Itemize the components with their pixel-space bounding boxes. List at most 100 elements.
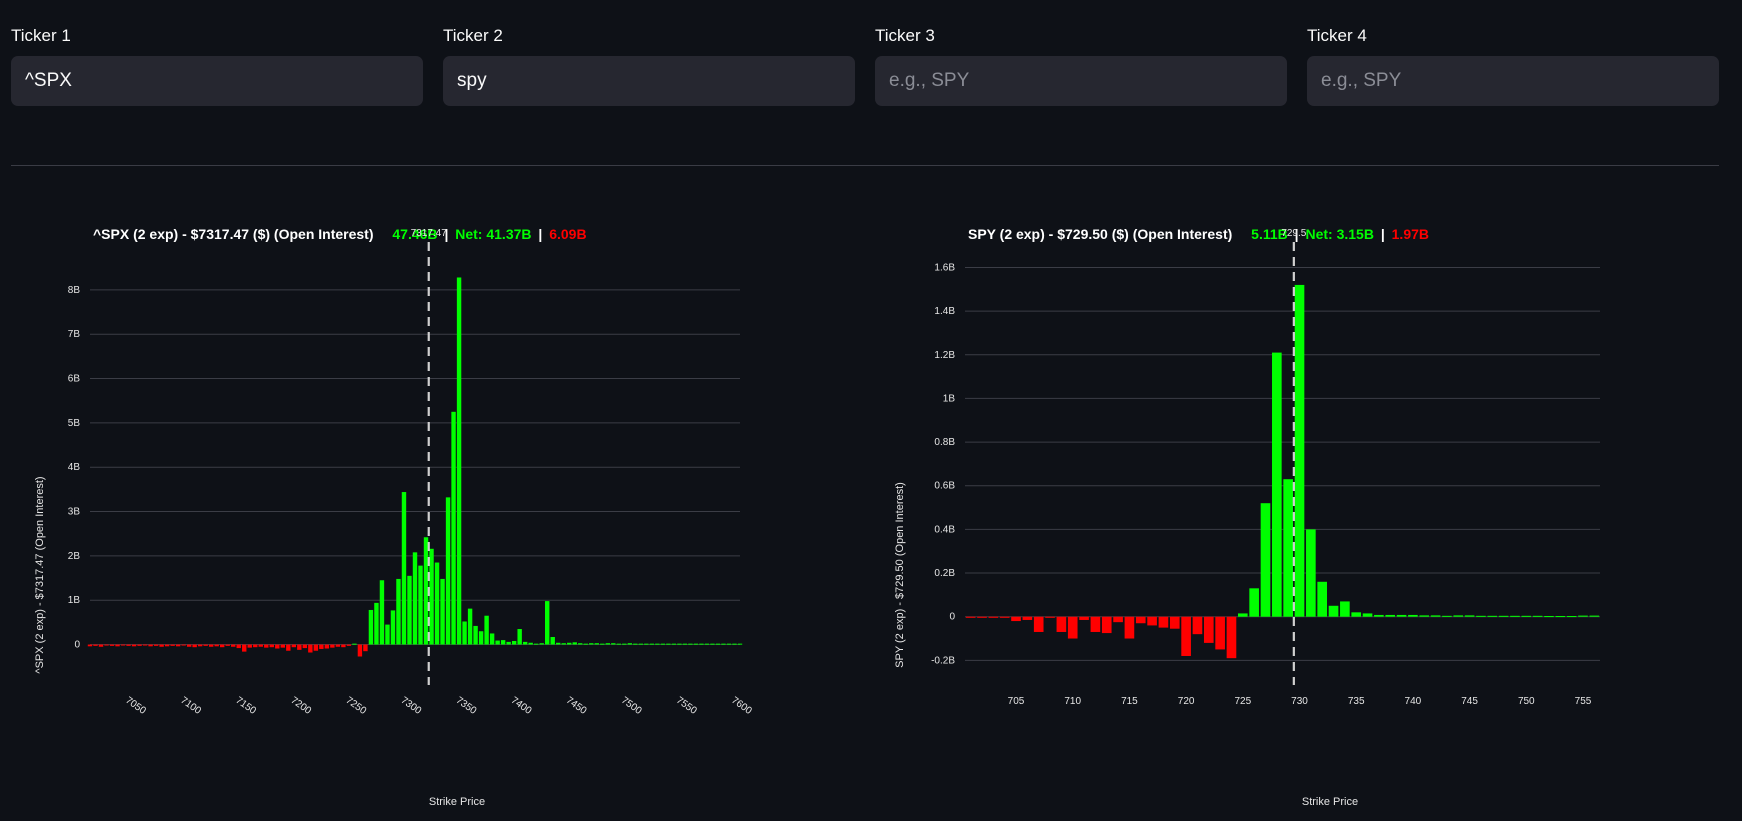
bar[interactable]: [1124, 616, 1135, 639]
bar[interactable]: [286, 644, 291, 651]
bar[interactable]: [988, 616, 999, 618]
bar[interactable]: [368, 609, 374, 645]
bar[interactable]: [1101, 616, 1112, 634]
bar[interactable]: [418, 565, 423, 645]
bar[interactable]: [1578, 615, 1588, 617]
bar[interactable]: [1396, 614, 1407, 617]
bar[interactable]: [1510, 615, 1520, 617]
bar[interactable]: [115, 644, 120, 647]
bar[interactable]: [484, 615, 489, 645]
bar[interactable]: [401, 492, 407, 645]
bar[interactable]: [710, 643, 715, 645]
bar[interactable]: [297, 644, 302, 650]
bar[interactable]: [605, 643, 610, 645]
bar[interactable]: [699, 643, 704, 645]
bar[interactable]: [170, 644, 175, 646]
bar[interactable]: [275, 644, 280, 649]
bar[interactable]: [1476, 615, 1486, 617]
ticker-4-input[interactable]: [1307, 56, 1719, 106]
bar[interactable]: [1033, 616, 1044, 632]
bar[interactable]: [363, 644, 368, 652]
bar[interactable]: [208, 644, 214, 647]
bar[interactable]: [142, 644, 148, 646]
bar[interactable]: [977, 616, 987, 618]
bar[interactable]: [1419, 615, 1430, 617]
bar[interactable]: [280, 644, 285, 648]
bar[interactable]: [561, 643, 566, 645]
bar[interactable]: [264, 644, 269, 648]
bar[interactable]: [1306, 529, 1316, 617]
bar[interactable]: [357, 644, 363, 657]
ticker-2-input[interactable]: [443, 56, 855, 106]
bar[interactable]: [220, 644, 225, 648]
bar[interactable]: [181, 644, 186, 646]
bar[interactable]: [495, 640, 500, 645]
bar[interactable]: [721, 643, 726, 645]
bar[interactable]: [682, 643, 688, 645]
bar[interactable]: [412, 552, 418, 645]
bar[interactable]: [627, 643, 633, 645]
bar[interactable]: [1260, 503, 1271, 617]
bar[interactable]: [346, 644, 352, 646]
bar[interactable]: [352, 643, 357, 645]
bar[interactable]: [600, 643, 605, 645]
bar[interactable]: [324, 644, 330, 649]
bar[interactable]: [1192, 616, 1203, 635]
bar[interactable]: [1135, 616, 1146, 624]
bar[interactable]: [451, 411, 456, 645]
bar[interactable]: [1113, 616, 1123, 623]
bar[interactable]: [500, 640, 506, 645]
bar[interactable]: [1181, 616, 1191, 656]
ticker-3-input[interactable]: [875, 56, 1287, 106]
bar[interactable]: [1430, 615, 1441, 617]
bar[interactable]: [407, 575, 412, 645]
bar[interactable]: [308, 644, 313, 653]
bar[interactable]: [545, 601, 550, 645]
bar[interactable]: [1249, 588, 1259, 617]
bar[interactable]: [1056, 616, 1067, 632]
bar[interactable]: [236, 644, 241, 649]
bar[interactable]: [1226, 616, 1237, 659]
bar[interactable]: [258, 644, 263, 647]
bar[interactable]: [159, 644, 164, 647]
bar[interactable]: [214, 644, 219, 647]
bar[interactable]: [175, 644, 181, 647]
bar[interactable]: [379, 580, 385, 645]
bar[interactable]: [1566, 616, 1577, 618]
bar[interactable]: [374, 602, 379, 645]
bar[interactable]: [1283, 479, 1293, 617]
bar[interactable]: [594, 643, 599, 645]
bar[interactable]: [666, 643, 671, 645]
bar[interactable]: [247, 644, 252, 648]
bar[interactable]: [1022, 616, 1033, 620]
bar[interactable]: [655, 643, 660, 645]
bar[interactable]: [192, 644, 197, 648]
bar[interactable]: [533, 643, 539, 645]
bar[interactable]: [445, 497, 451, 645]
bar[interactable]: [319, 644, 324, 649]
bar[interactable]: [242, 644, 247, 652]
bar[interactable]: [423, 537, 429, 645]
bar[interactable]: [203, 644, 208, 646]
bar[interactable]: [390, 610, 396, 645]
bar[interactable]: [539, 643, 544, 645]
bar[interactable]: [137, 644, 142, 646]
bar[interactable]: [291, 644, 297, 648]
bar[interactable]: [1067, 616, 1078, 639]
bar[interactable]: [1169, 616, 1180, 629]
bar[interactable]: [1340, 601, 1350, 617]
bar[interactable]: [572, 642, 577, 645]
bar[interactable]: [671, 643, 677, 645]
bar[interactable]: [1408, 614, 1418, 617]
bar[interactable]: [120, 644, 126, 646]
bar[interactable]: [462, 621, 467, 645]
bar[interactable]: [153, 644, 159, 646]
bar[interactable]: [693, 643, 699, 645]
bar[interactable]: [330, 644, 335, 648]
bar[interactable]: [1442, 615, 1452, 617]
bar[interactable]: [341, 644, 346, 648]
bar[interactable]: [633, 643, 638, 645]
bar[interactable]: [335, 644, 341, 647]
bar[interactable]: [197, 644, 203, 647]
bar[interactable]: [1374, 614, 1384, 617]
